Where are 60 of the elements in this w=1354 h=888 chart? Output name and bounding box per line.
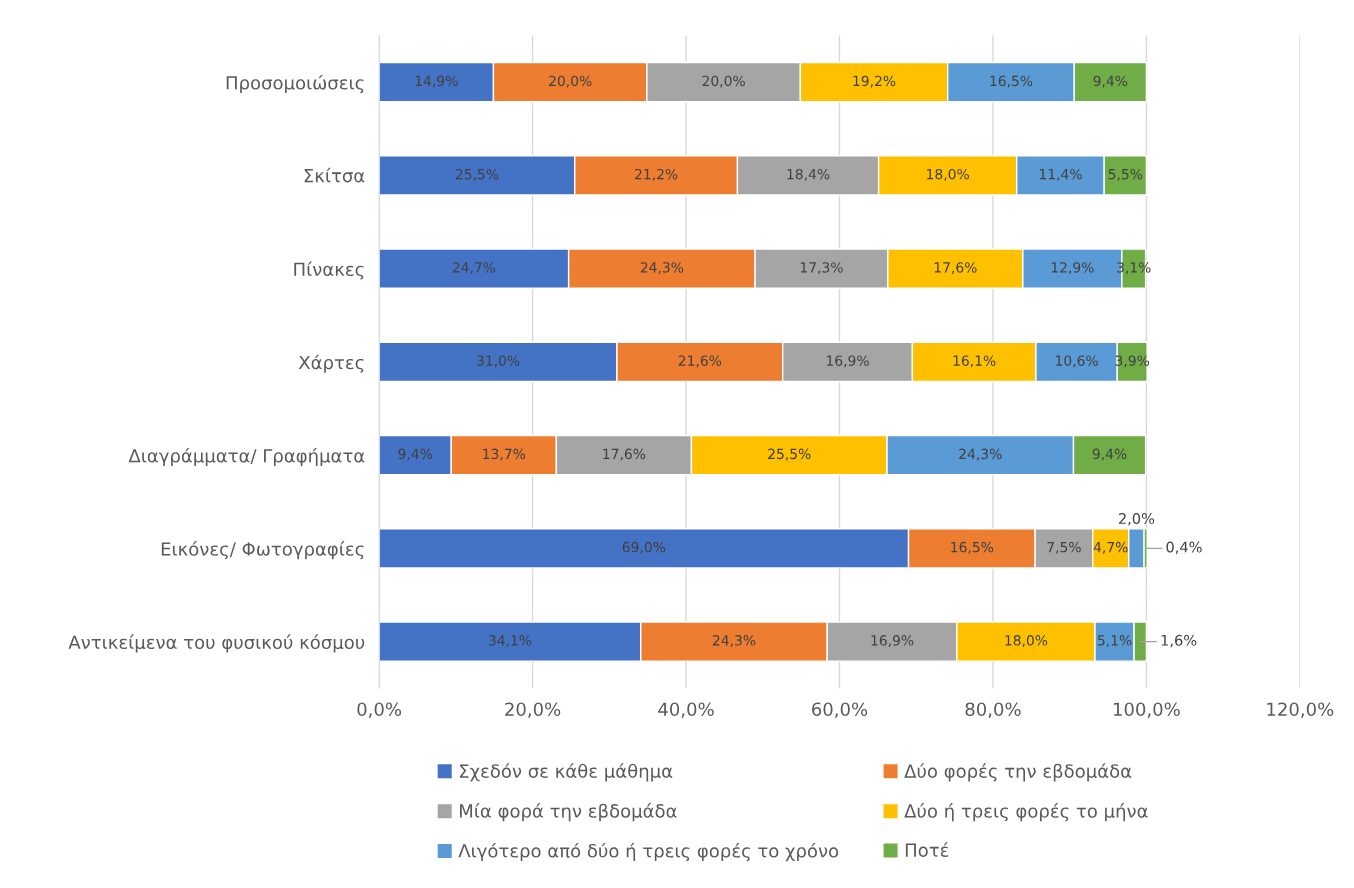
- data-label: 4,7%: [1093, 541, 1128, 554]
- data-label: 12,9%: [1051, 262, 1094, 275]
- x-tick-label: 40,0%: [658, 702, 714, 718]
- data-label: 7,5%: [1047, 541, 1081, 554]
- data-label: 13,7%: [483, 448, 526, 461]
- data-label: 14,9%: [415, 75, 458, 88]
- data-label: 24,3%: [712, 635, 756, 648]
- y-tick-label: Πίνακες: [294, 261, 364, 280]
- data-label: 34,1%: [488, 635, 532, 648]
- data-label: 20,0%: [549, 75, 592, 88]
- data-label: 16,9%: [871, 635, 914, 648]
- legend-label: Δύο φορές την εβδομάδα: [904, 763, 1132, 782]
- data-label: 1,6%: [1161, 634, 1197, 648]
- y-tick-label: Αντικείμενα του φυσικού κόσμου: [68, 634, 365, 653]
- data-label: 10,6%: [1056, 355, 1098, 368]
- legend-label: Λιγότερο από δύο ή τρεις φορές το χρόνο: [458, 842, 839, 862]
- data-label: 24,7%: [452, 262, 496, 275]
- data-label: 19,2%: [853, 75, 896, 88]
- y-tick-label: Διαγράμματα/ Γραφήματα: [128, 447, 365, 467]
- data-label: 9,4%: [1093, 75, 1128, 88]
- data-label: 25,5%: [768, 448, 811, 461]
- legend-label: Δύο ή τρεις φορές το μήνα: [904, 803, 1148, 822]
- data-label: 18,0%: [1005, 635, 1048, 648]
- x-tick-label: 60,0%: [812, 702, 868, 718]
- y-tick-label: Εικόνες/ Φωτογραφίες: [161, 541, 364, 560]
- data-label: 5,5%: [1108, 168, 1143, 181]
- data-label: 17,6%: [603, 448, 646, 461]
- x-tick-label: 100,0%: [1113, 702, 1180, 718]
- x-tick-label: 20,0%: [505, 702, 561, 718]
- data-label: 17,6%: [934, 262, 977, 275]
- data-label: 9,4%: [1092, 448, 1127, 461]
- data-label: 11,4%: [1039, 168, 1082, 181]
- data-label: 0,4%: [1166, 541, 1202, 555]
- y-tick-label: Σκίτσα: [304, 167, 365, 183]
- data-label: 69,0%: [622, 541, 666, 554]
- x-tick-label: 120,0%: [1267, 702, 1334, 718]
- data-label: 17,3%: [800, 262, 843, 275]
- data-label: 2,0%: [1118, 513, 1155, 526]
- y-tick-label: Προσομοιώσεις: [226, 74, 364, 94]
- data-label: 16,5%: [951, 541, 994, 554]
- data-label: 21,2%: [635, 168, 678, 181]
- x-tick-label: 0,0%: [357, 702, 402, 718]
- data-label: 9,4%: [398, 448, 433, 461]
- data-label: 24,3%: [959, 448, 1002, 461]
- data-label: 20,0%: [702, 75, 745, 88]
- legend-label: Σχεδόν σε κάθε μάθημα: [460, 763, 673, 782]
- data-label: 16,5%: [990, 75, 1033, 88]
- legend-label: Ποτέ: [905, 842, 949, 857]
- data-label: 18,4%: [787, 168, 830, 181]
- data-label: 18,0%: [927, 168, 969, 181]
- y-tick-label: Χάρτες: [298, 354, 364, 373]
- data-label: 25,5%: [455, 168, 499, 181]
- data-label: 16,9%: [827, 355, 869, 368]
- data-label: 21,6%: [678, 355, 722, 368]
- x-tick-label: 80,0%: [965, 702, 1021, 718]
- data-label: 16,1%: [953, 355, 996, 368]
- data-label: 5,1%: [1097, 635, 1132, 648]
- legend-label: Μία φορά την εβδομάδα: [460, 803, 677, 822]
- data-label: 24,3%: [640, 262, 684, 275]
- data-label: 31,0%: [477, 355, 520, 368]
